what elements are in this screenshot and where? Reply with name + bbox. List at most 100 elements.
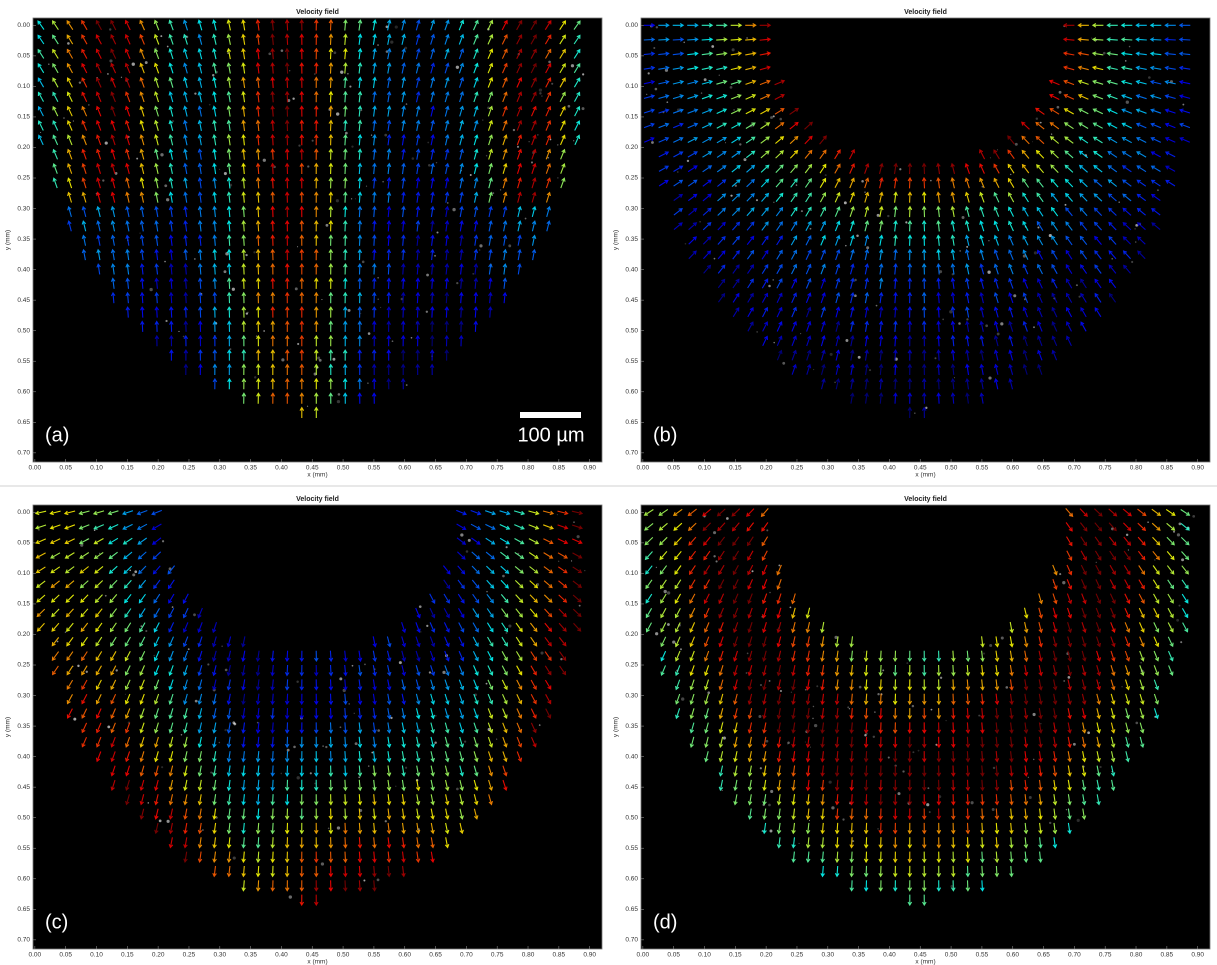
arrow (660, 636, 667, 648)
arrow (227, 377, 232, 390)
arrow (834, 751, 840, 763)
arrow (1022, 335, 1028, 347)
arrow (183, 722, 188, 734)
arrow (140, 320, 145, 332)
arrow (357, 751, 363, 763)
arrow (820, 808, 825, 820)
arrow (1150, 179, 1161, 187)
arrow (718, 636, 724, 648)
arrow (805, 277, 812, 289)
arrow (110, 722, 116, 734)
arrow (791, 349, 797, 361)
arrow (1167, 579, 1174, 590)
arrow (1095, 636, 1102, 648)
y-tick-label: 0.00 (17, 509, 30, 516)
arrow (716, 94, 728, 100)
arrow (531, 177, 537, 189)
arrow (530, 665, 537, 676)
arrow (820, 292, 826, 304)
arrow (806, 363, 812, 375)
arrow (820, 765, 825, 777)
arrow (704, 708, 709, 720)
arrow (299, 248, 305, 261)
arrow (878, 708, 883, 720)
arrow (95, 608, 103, 618)
arrow (1021, 135, 1030, 145)
arrow (936, 263, 941, 275)
arrow (168, 751, 174, 763)
arrow (386, 148, 392, 160)
arrow (557, 566, 568, 574)
arrow (328, 708, 334, 720)
arrow (530, 651, 537, 662)
arrow (835, 249, 841, 261)
arrow (790, 593, 796, 605)
arrow (37, 134, 44, 146)
arrow (892, 650, 898, 663)
arrow (386, 220, 392, 232)
arrow (791, 722, 796, 734)
arrow (864, 392, 869, 404)
arrow (227, 334, 232, 347)
chart-title: Velocity field (296, 496, 339, 503)
arrow (1181, 579, 1189, 590)
arrow (328, 277, 334, 289)
arrow (659, 565, 668, 575)
arrow (95, 736, 102, 748)
arrow (658, 165, 670, 172)
arrow (154, 277, 159, 289)
arrow (907, 263, 913, 275)
arrow (1168, 665, 1174, 676)
arrow (936, 708, 942, 720)
arrow (921, 363, 927, 376)
arrow (1110, 693, 1116, 705)
arrow (993, 220, 1000, 232)
arrow (878, 765, 883, 777)
arrow (1065, 292, 1073, 303)
particle (286, 748, 290, 752)
arrow (51, 651, 60, 661)
arrow (716, 508, 726, 517)
arrow (559, 120, 566, 131)
arrow (487, 19, 494, 31)
arrow (687, 508, 697, 517)
arrow (835, 263, 841, 275)
arrow (760, 108, 771, 115)
arrow (314, 263, 319, 275)
arrow (1107, 165, 1118, 173)
x-tick-label: 0.90 (583, 465, 596, 472)
arrow (197, 33, 203, 45)
particle (1102, 51, 1106, 55)
arrow (500, 594, 509, 604)
arrow (459, 779, 464, 792)
arrow (357, 765, 363, 777)
particle (394, 25, 398, 29)
particle (1095, 561, 1097, 563)
x-tick-label: 0.05 (59, 465, 72, 472)
arrow (731, 193, 741, 202)
arrow (965, 693, 971, 706)
arrow (270, 837, 275, 849)
arrow (1091, 23, 1104, 28)
arrow (674, 607, 681, 619)
particle (479, 244, 483, 248)
arrow (573, 62, 581, 74)
y-tick-label: 0.45 (17, 297, 30, 304)
arrow (951, 779, 956, 792)
arrow (517, 205, 522, 218)
arrow (168, 134, 174, 146)
arrow (299, 708, 304, 720)
arrow (430, 837, 435, 849)
arrow (560, 148, 566, 160)
particle (390, 716, 393, 720)
arrow (776, 751, 782, 763)
particle (842, 818, 845, 821)
particle (166, 198, 170, 202)
arrow (965, 306, 970, 318)
particle (436, 231, 439, 234)
arrow (110, 751, 116, 763)
arrow (1096, 736, 1101, 749)
arrow (834, 865, 840, 878)
arrow (139, 679, 145, 691)
arrow (951, 736, 956, 749)
